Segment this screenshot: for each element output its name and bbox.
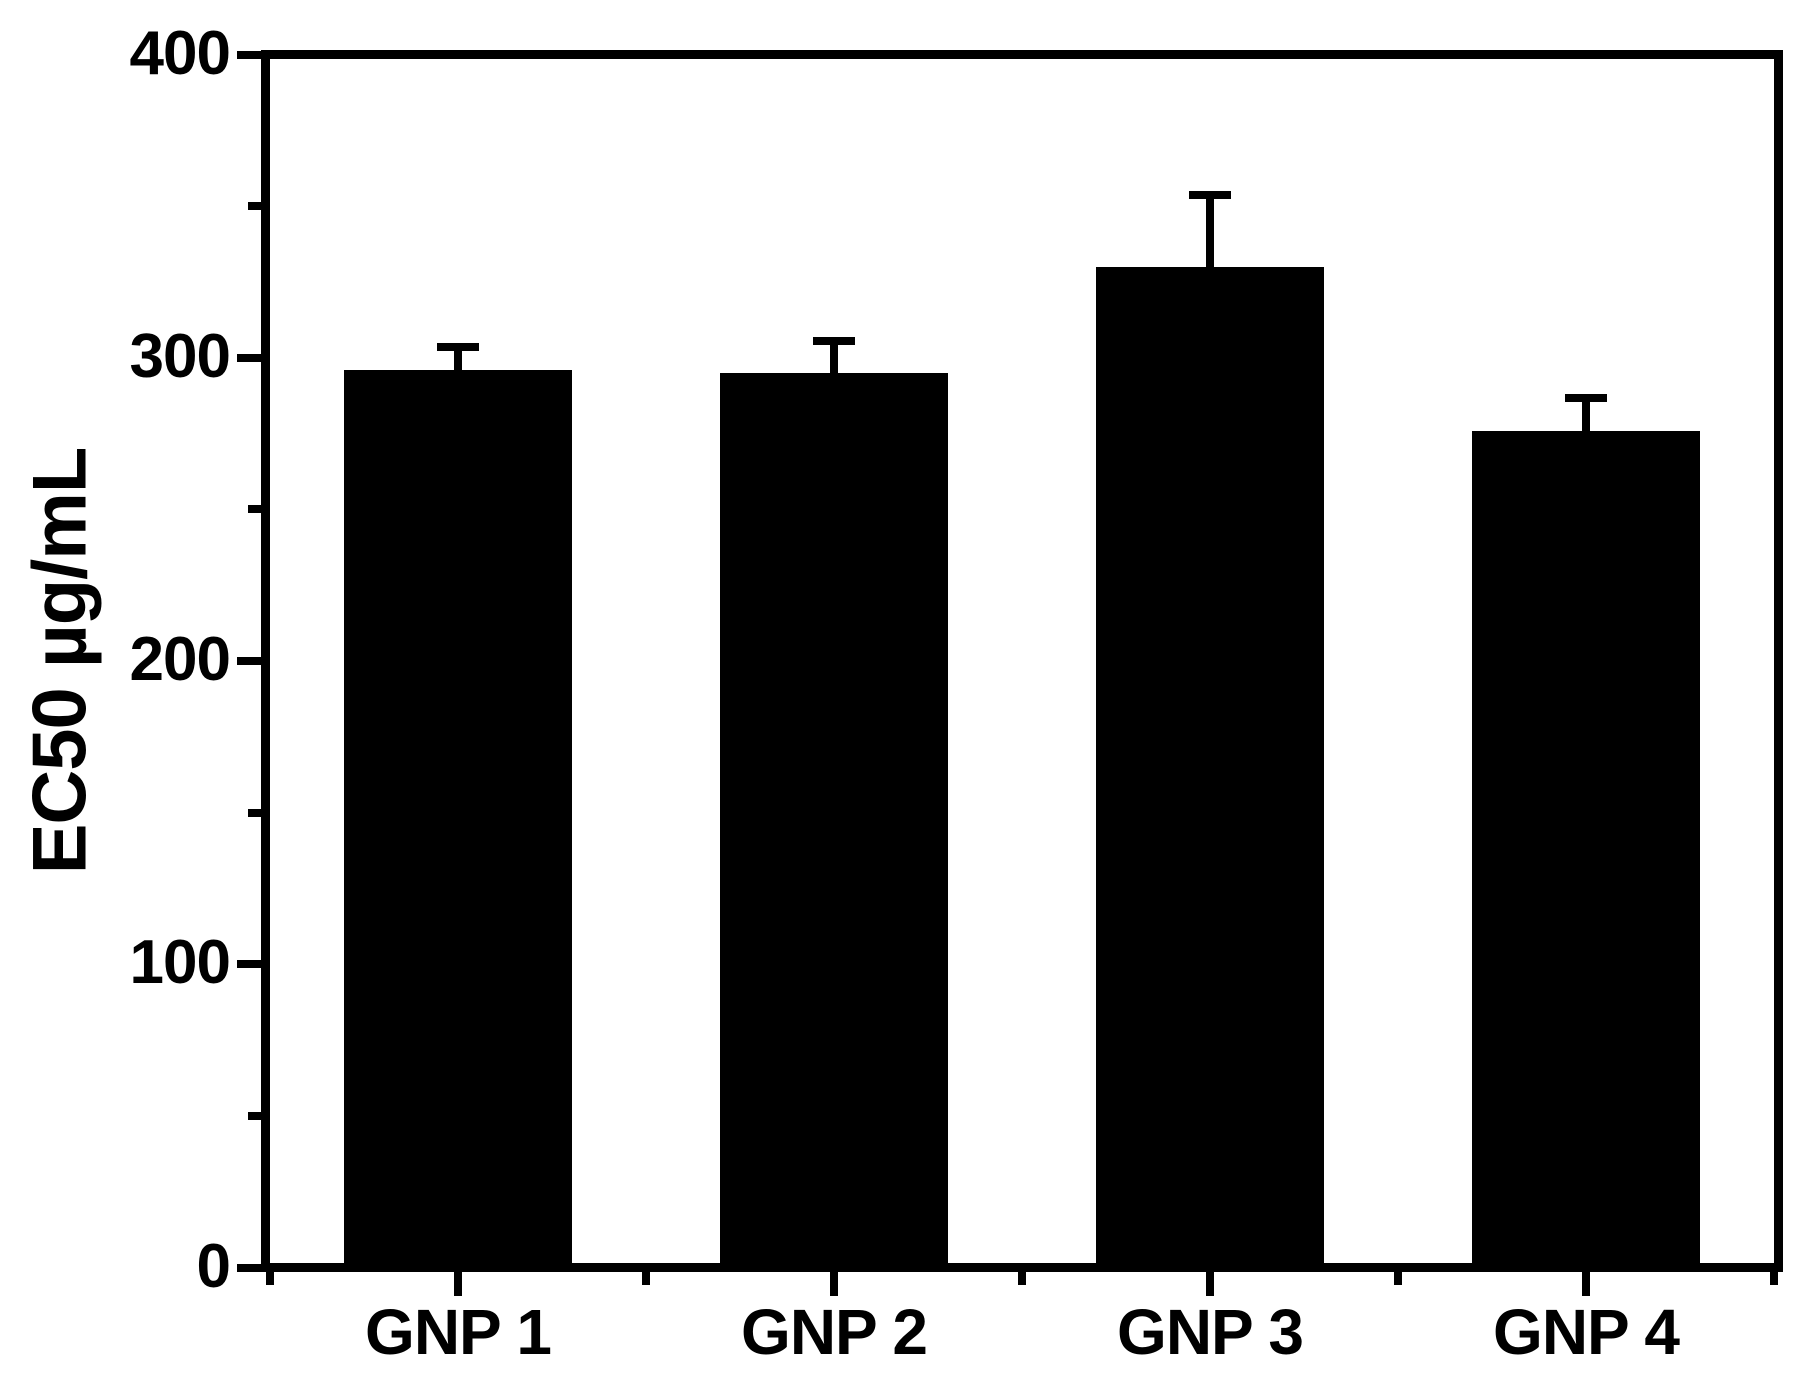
x-tick-label: GNP 3 (1117, 1296, 1304, 1368)
y-major-tick (237, 353, 261, 362)
plot-area (261, 50, 1783, 1272)
y-tick-label: 300 (129, 321, 231, 391)
y-minor-tick (248, 202, 261, 211)
y-tick-label: 100 (129, 928, 231, 998)
y-minor-tick (248, 808, 261, 817)
error-bar-line (1582, 402, 1590, 431)
x-minor-tick (1394, 1272, 1402, 1285)
error-bar-line (1206, 198, 1214, 267)
y-tick-label: 0 (196, 1231, 231, 1301)
y-minor-tick (248, 1111, 261, 1120)
x-major-tick (454, 1272, 462, 1296)
x-minor-tick (266, 1272, 274, 1285)
bar (344, 369, 572, 1263)
error-bar-cap (1565, 394, 1607, 403)
y-major-tick (237, 50, 261, 59)
error-bar-line (454, 350, 462, 370)
bar (1472, 430, 1700, 1263)
x-minor-tick (1770, 1272, 1778, 1285)
x-major-tick (1582, 1272, 1590, 1296)
bar (1096, 266, 1324, 1263)
y-major-tick (237, 657, 261, 665)
y-major-tick (237, 960, 261, 969)
error-bar-cap (1189, 190, 1231, 199)
x-tick-label: GNP 2 (741, 1296, 928, 1368)
x-major-tick (1206, 1272, 1214, 1296)
y-tick-label: 200 (129, 625, 231, 694)
error-bar-cap (437, 342, 479, 351)
x-minor-tick (642, 1272, 650, 1285)
error-bar-line (830, 344, 838, 373)
x-minor-tick (1018, 1272, 1026, 1285)
bar (720, 372, 948, 1263)
y-major-tick (237, 1263, 261, 1272)
error-bar-cap (813, 336, 855, 345)
x-major-tick (830, 1272, 838, 1296)
x-tick-label: GNP 1 (365, 1296, 552, 1368)
y-tick-label: 400 (129, 18, 231, 88)
x-tick-label: GNP 4 (1493, 1296, 1680, 1368)
y-minor-tick (248, 505, 261, 514)
